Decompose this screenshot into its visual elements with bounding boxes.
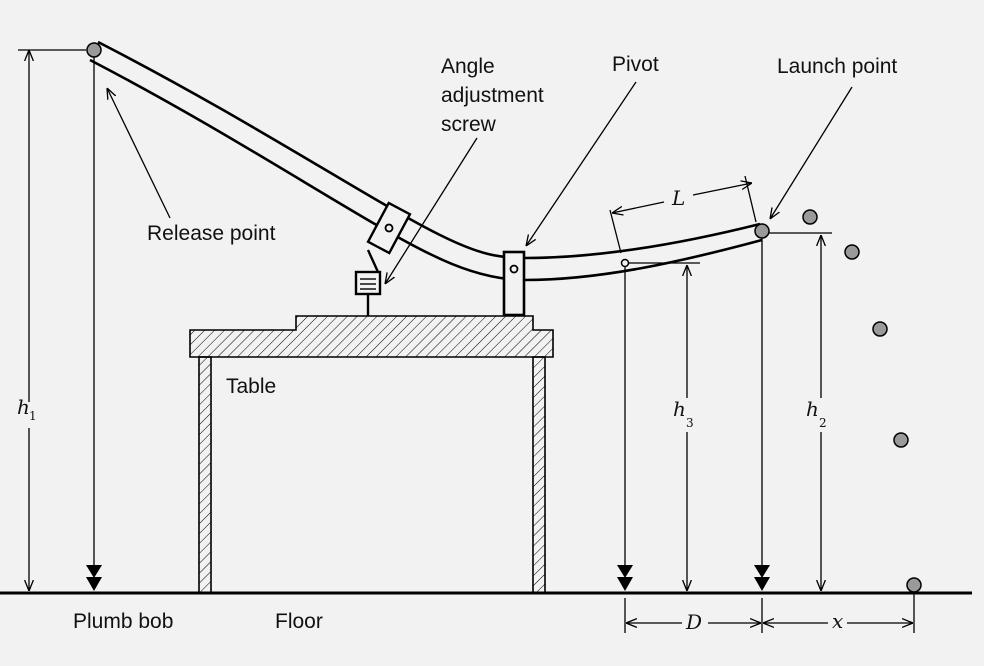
table-label: Table	[226, 375, 276, 398]
launch-point-label: Launch point	[777, 55, 897, 78]
angle-adjustment-screw	[354, 249, 382, 316]
x-dimension: x	[763, 593, 915, 633]
trajectory-balls	[802, 209, 922, 593]
plumb-bob-icon	[754, 565, 770, 591]
trajectory-ball	[906, 577, 922, 593]
ramp-clamp	[366, 201, 412, 255]
angle-label-line3: screw	[441, 113, 497, 136]
table	[189, 315, 554, 594]
ramp-marker-dot	[620, 258, 630, 268]
release-point-label: Release point	[147, 222, 276, 245]
h1-label: h	[17, 395, 30, 419]
pivot-post	[502, 250, 526, 317]
floor-label: Floor	[275, 610, 323, 633]
release-ball	[86, 42, 102, 58]
h2-dimension: h 2	[769, 232, 832, 591]
plumb-bob-label: Plumb bob	[73, 610, 173, 633]
L-label: L	[671, 186, 685, 210]
ramp-track	[89, 40, 763, 282]
angle-label-line1: Angle	[441, 55, 495, 78]
D-dimension: D	[624, 598, 763, 634]
angle-label-line2: adjustment	[441, 84, 544, 107]
launch-ball	[754, 223, 770, 239]
trajectory-ball	[802, 209, 818, 225]
leader-lines	[107, 81, 853, 284]
h3-subscript: 3	[686, 416, 694, 430]
h1-subscript: 1	[29, 409, 37, 423]
D-label: D	[685, 610, 702, 634]
x-label: x	[832, 609, 843, 633]
trajectory-ball	[893, 432, 909, 448]
L-dimension: L	[609, 175, 757, 254]
trajectory-ball	[872, 321, 888, 337]
plumb-lines	[86, 57, 770, 591]
h2-subscript: 2	[819, 416, 827, 430]
pivot-label: Pivot	[612, 53, 659, 76]
h1-dimension: h 1	[17, 49, 86, 591]
trajectory-ball	[844, 244, 860, 260]
h2-label: h	[806, 397, 819, 421]
plumb-bob-icon	[617, 565, 633, 591]
plumb-bob-icon	[86, 565, 102, 591]
h3-label: h	[673, 397, 686, 421]
h3-dimension: h 3	[629, 262, 700, 591]
